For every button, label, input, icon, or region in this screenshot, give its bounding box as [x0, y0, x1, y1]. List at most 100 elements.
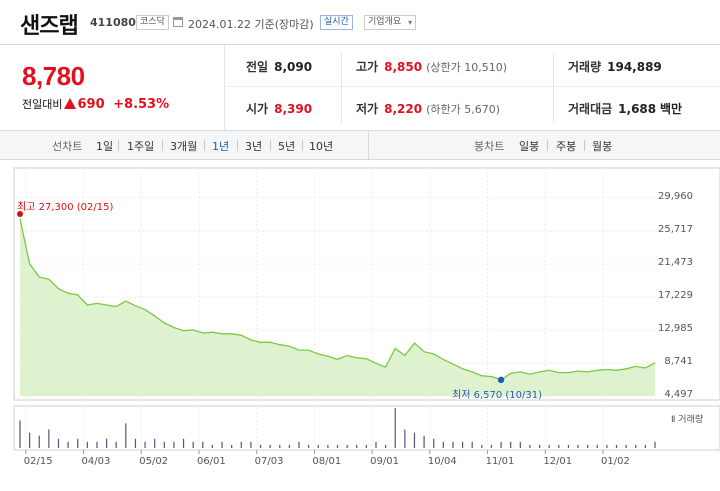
volume-bar — [48, 429, 50, 448]
volume-bar — [105, 438, 108, 448]
volume-bar — [519, 441, 521, 448]
period-5y[interactable]: 5년 — [278, 140, 296, 153]
volume-bar — [115, 441, 117, 448]
company-overview-dropdown[interactable]: 기업개요 ▾ — [364, 15, 417, 30]
current-price: 8,780 — [22, 61, 85, 91]
candle-daily[interactable]: 일봉 — [519, 140, 540, 153]
volume-bar — [442, 441, 444, 448]
volume-bar — [279, 444, 281, 448]
volume-bar — [644, 444, 646, 448]
change-row: 전일대비 690 +8.53% — [22, 96, 169, 112]
volume-bar — [336, 444, 339, 448]
volume-bar — [558, 444, 560, 448]
high-point-marker — [17, 211, 23, 217]
volume-bar — [471, 441, 473, 448]
stat-value: 8,850 — [384, 60, 423, 74]
volume-bar — [202, 441, 204, 448]
volume-bar — [346, 444, 348, 448]
volume-bar — [134, 438, 137, 448]
period-10y[interactable]: 10년 — [309, 140, 334, 153]
volume-bar — [182, 438, 185, 448]
stat-label: 고가 — [356, 60, 379, 74]
stat-value: 8,220 — [384, 102, 423, 116]
toolbar-divider — [368, 131, 369, 159]
volume-bar — [548, 444, 550, 448]
stat-low: 저가 8,220 (하한가 5,670) — [356, 100, 500, 117]
volume-bar — [327, 444, 329, 448]
volume-bar — [577, 444, 579, 448]
current-price-block: 8,780 전일대비 690 +8.53% — [0, 45, 225, 131]
volume-bar — [404, 429, 406, 448]
toolbar-separator — [162, 140, 163, 151]
period-1w[interactable]: 1주일 — [127, 140, 155, 153]
stats-row-2: 시가 8,390 저가 8,220 (하한가 5,670) 거래대금 1,688 백만 — [226, 89, 720, 129]
stock-name: 샌즈랩 — [20, 14, 79, 39]
period-3m[interactable]: 3개월 — [170, 140, 198, 153]
volume-bar — [510, 441, 512, 448]
price-area — [20, 218, 655, 396]
x-tick-label: 11/01 — [485, 456, 515, 467]
volume-bar — [288, 444, 290, 448]
volume-bar — [298, 441, 300, 448]
stat-label: 거래대금 — [568, 102, 613, 116]
stat-value: 8,090 — [274, 60, 313, 74]
stat-label: 시가 — [246, 102, 269, 116]
date-basis: 기준(장마감) — [254, 18, 314, 31]
stat-value: 1,688 — [618, 102, 657, 116]
stat-trade-amount: 거래대금 1,688 백만 — [568, 100, 682, 117]
toolbar-separator — [204, 140, 205, 151]
y-tick-label: 21,473 — [658, 257, 693, 268]
candle-chart-label: 봉차트 — [474, 140, 505, 153]
price-panel: 8,780 전일대비 690 +8.53% 전일 8,090 고가 8,850 (상한가… — [0, 44, 720, 131]
volume-bar — [538, 444, 541, 448]
y-tick-label: 8,741 — [664, 356, 693, 367]
date-value: 2024.01.22 — [188, 18, 251, 31]
stat-value: 194,889 — [607, 60, 662, 74]
chevron-down-icon: ▾ — [408, 18, 413, 27]
x-tick-label: 12/01 — [543, 456, 573, 467]
volume-bar — [269, 444, 271, 448]
realtime-button[interactable]: 실시간 — [320, 15, 353, 30]
stat-label: 저가 — [356, 102, 379, 116]
volume-bar — [654, 441, 656, 448]
stat-unit: 백만 — [659, 102, 683, 116]
volume-bar — [461, 441, 464, 448]
volume-bar — [490, 444, 493, 448]
price-chart[interactable]: 최고 27,300 (02/15) 최저 6,570 (10/31) Ⅱ 거래량… — [0, 160, 720, 491]
volume-bar — [365, 444, 367, 448]
market-badge: 코스닥 — [136, 15, 169, 30]
x-tick-label: 01/02 — [601, 456, 630, 467]
stat-prev-close: 전일 8,090 — [246, 58, 312, 75]
x-tick-label: 02/15 — [23, 456, 53, 467]
candle-weekly[interactable]: 주봉 — [556, 140, 577, 153]
candle-monthly[interactable]: 월봉 — [592, 140, 613, 153]
volume-bar — [77, 438, 79, 448]
y-tick-label: 25,717 — [658, 224, 693, 235]
volume-bar — [96, 441, 98, 448]
volume-legend-label: 거래량 — [678, 415, 704, 425]
calendar-icon — [173, 17, 183, 27]
stat-upper-limit: (상한가 10,510) — [426, 61, 508, 74]
volume-bar — [452, 441, 454, 448]
stat-sub-label: 하한가 — [430, 103, 461, 116]
change-percent: +8.53% — [113, 97, 170, 112]
stat-open: 시가 8,390 — [246, 100, 312, 117]
price-line — [19, 218, 656, 381]
stock-code: 411080 — [90, 16, 136, 29]
period-3y[interactable]: 3년 — [245, 140, 263, 153]
toolbar-separator — [270, 140, 271, 151]
volume-bar — [154, 438, 156, 448]
volume-bar — [394, 408, 396, 448]
volume-bar — [375, 441, 377, 448]
volume-bar — [481, 444, 483, 448]
x-tick-label: 10/04 — [427, 456, 457, 467]
company-overview-label: 기업개요 — [368, 17, 402, 27]
stat-value: 8,390 — [274, 102, 313, 116]
period-1d[interactable]: 1일 — [96, 140, 114, 153]
volume-bar — [308, 444, 310, 448]
volume-bar — [635, 444, 637, 448]
chart-toolbar: 선차트 1일 1주일 3개월 1년 3년 5년 10년 봉차트 일봉 주봉 월봉 — [0, 130, 720, 160]
base-date: 2024.01.22 기준(장마감) — [188, 16, 314, 32]
period-1y[interactable]: 1년 — [212, 140, 230, 153]
volume-bar — [86, 441, 88, 448]
